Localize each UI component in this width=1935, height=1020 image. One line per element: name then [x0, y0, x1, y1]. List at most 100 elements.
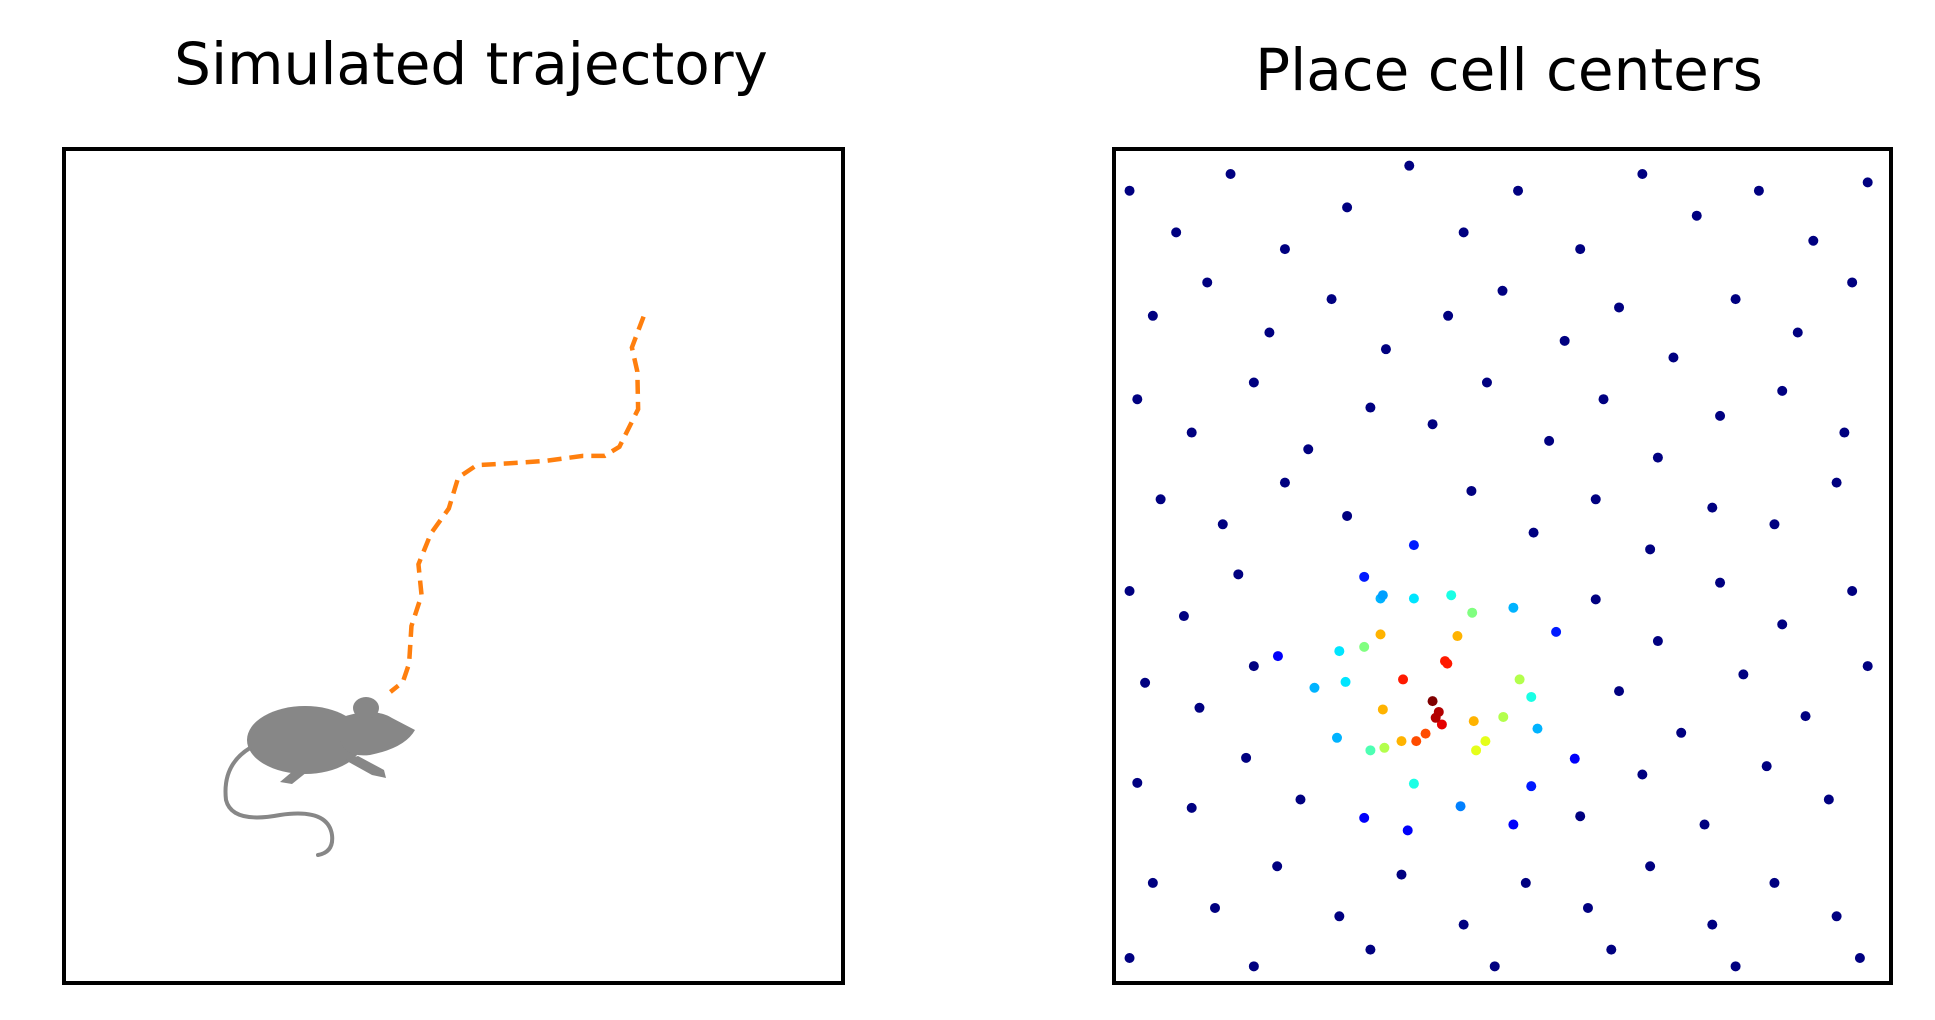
place-cell	[1544, 435, 1555, 446]
place-cell	[1466, 485, 1477, 496]
place-cell	[1559, 335, 1570, 346]
place-cell	[1508, 819, 1519, 830]
place-cell	[1411, 736, 1422, 747]
place-cell	[1124, 185, 1135, 196]
place-cell	[1264, 327, 1275, 338]
place-cell	[1155, 494, 1166, 505]
place-cell	[1443, 310, 1454, 321]
place-cell	[1342, 202, 1353, 213]
place-cell	[1847, 277, 1858, 288]
place-cell	[1440, 656, 1451, 667]
place-cell	[1831, 911, 1842, 922]
place-cell	[1676, 727, 1687, 738]
place-cell	[1777, 619, 1788, 630]
place-cell	[1526, 691, 1537, 702]
place-cell	[1532, 723, 1543, 734]
place-cell	[1359, 812, 1370, 823]
place-cell	[1513, 185, 1524, 196]
place-cell	[1480, 736, 1491, 747]
place-cell	[1800, 711, 1811, 722]
place-cell	[1707, 502, 1718, 513]
place-cell	[1186, 427, 1197, 438]
place-cell	[1508, 602, 1519, 613]
place-cell	[1408, 778, 1419, 789]
place-cell	[1225, 169, 1236, 180]
place-cell	[1590, 594, 1601, 605]
place-cell	[1365, 402, 1376, 413]
place-cell	[1598, 394, 1609, 405]
place-cell	[1823, 794, 1834, 805]
place-cell	[1396, 869, 1407, 880]
place-cell	[1233, 569, 1244, 580]
place-cell	[1792, 327, 1803, 338]
place-cell	[1430, 712, 1441, 723]
place-cell	[1342, 510, 1353, 521]
place-cell	[1489, 961, 1500, 972]
place-cell	[1132, 394, 1143, 405]
place-cell	[1468, 716, 1479, 727]
place-cell	[1446, 590, 1457, 601]
place-cell	[1839, 427, 1850, 438]
place-cell	[1730, 961, 1741, 972]
place-cell	[1359, 571, 1370, 582]
place-cell	[1715, 577, 1726, 588]
place-cell	[1186, 802, 1197, 813]
place-cell	[1124, 952, 1135, 963]
place-cell	[1715, 410, 1726, 421]
place-cell	[1326, 294, 1337, 305]
place-cell	[1309, 682, 1320, 693]
place-cell	[1248, 377, 1259, 388]
trajectory	[388, 315, 646, 694]
place-cell	[1171, 227, 1182, 238]
place-cell	[1645, 544, 1656, 555]
place-cell	[1210, 902, 1221, 913]
place-cell	[1738, 669, 1749, 680]
place-cell	[1730, 294, 1741, 305]
place-cell	[1498, 711, 1509, 722]
place-cell	[1140, 677, 1151, 688]
place-cell	[1699, 819, 1710, 830]
place-cell	[1497, 285, 1508, 296]
place-cell	[1408, 540, 1419, 551]
mouse-icon	[223, 697, 415, 857]
place-cell	[1436, 719, 1447, 730]
place-cell	[1420, 728, 1431, 739]
place-cell	[1854, 952, 1865, 963]
place-cell	[1178, 611, 1189, 622]
place-cell	[1396, 736, 1407, 747]
place-cell	[1569, 753, 1580, 764]
place-cell	[1761, 761, 1772, 772]
panel-frame	[1112, 147, 1893, 985]
place-cell	[1652, 636, 1663, 647]
place-cell	[1331, 732, 1342, 743]
place-cell	[1398, 674, 1409, 685]
place-cell	[1334, 911, 1345, 922]
place-cell	[1528, 527, 1539, 538]
place-cell	[1408, 593, 1419, 604]
place-cell	[1124, 586, 1135, 597]
place-cell	[1303, 444, 1314, 455]
place-cell	[1645, 861, 1656, 872]
place-cell	[1248, 961, 1259, 972]
place-cell	[1427, 696, 1438, 707]
place-cell	[1862, 177, 1873, 188]
place-cell	[1471, 745, 1482, 756]
place-cell	[1575, 244, 1586, 255]
place-cell	[1334, 646, 1345, 657]
place-cell	[1520, 877, 1531, 888]
place-cell	[1402, 825, 1413, 836]
place-cell	[1452, 631, 1463, 642]
place-cell	[1359, 641, 1370, 652]
place-cell	[1668, 352, 1679, 363]
place-cell	[1377, 704, 1388, 715]
place-cell	[1862, 661, 1873, 672]
place-cell	[1575, 811, 1586, 822]
place-cell	[1652, 452, 1663, 463]
place-cell	[1614, 302, 1625, 313]
place-cell	[1272, 861, 1283, 872]
place-cell	[1769, 519, 1780, 530]
place-cell	[1147, 310, 1158, 321]
place-cell	[1241, 752, 1252, 763]
place-cell	[1279, 477, 1290, 488]
